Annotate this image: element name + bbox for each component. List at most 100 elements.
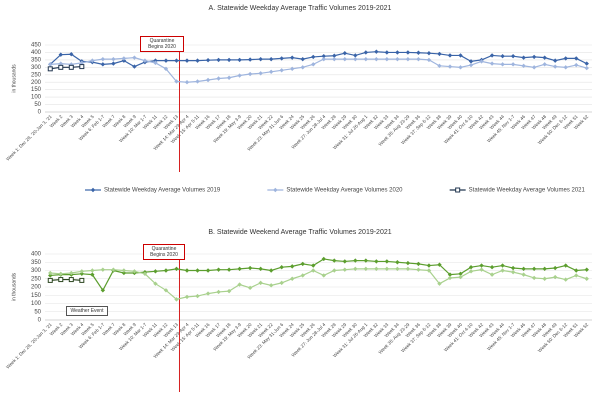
marker [247,71,253,77]
marker [363,258,369,263]
marker [416,56,421,62]
marker [447,272,453,277]
marker [521,266,526,272]
marker [69,52,74,57]
chart-title: B. Statewide Weekend Average Traffic Vol… [208,229,391,236]
marker [342,259,347,264]
legend-label: Statewide Weekday Average Volumes 2021 [469,188,586,194]
marker [395,266,400,272]
marker [247,265,253,271]
y-axis-label: in thousands [11,64,17,93]
marker [426,268,432,273]
marker [563,56,568,61]
marker [142,58,148,63]
x-tick-label: Week 1: Dec 28, '20-Jan 3, '21 [5,322,53,370]
marker [300,273,305,278]
y-tick-label: 350 [31,57,42,63]
y-tick-label: 400 [31,252,42,258]
marker [132,64,137,69]
marker [111,267,116,272]
marker [531,54,537,60]
marker [342,56,347,62]
y-tick-label: 350 [31,260,42,266]
marker [279,280,284,286]
marker [311,62,316,67]
y-tick-label: 200 [31,285,42,291]
series-line [50,65,82,70]
marker [353,258,358,263]
y-tick-label: 300 [31,65,42,71]
marker [563,263,568,268]
marker [384,266,390,272]
marker [458,274,463,280]
marker [58,61,63,66]
marker [458,65,463,70]
marker [111,56,116,62]
x-tick-label: Week 1: Dec 28, '20-Jan 3, '21 [5,114,53,162]
y-tick-label: 200 [31,80,42,86]
marker [121,58,127,63]
y-tick-label: 400 [31,50,42,56]
marker [121,268,127,273]
marker [47,277,53,283]
y-tick-label: 50 [34,309,41,315]
y-axis-label: in thousands [11,272,17,301]
y-tick-label: 250 [31,276,42,282]
marker [437,51,442,57]
marker [563,277,568,282]
marker [68,64,74,70]
marker [58,271,63,276]
marker [574,273,579,278]
marker [395,50,400,55]
y-tick-label: 100 [31,95,42,101]
y-tick-label: 150 [31,87,42,93]
marker [100,62,106,67]
marker [531,65,537,70]
marker [584,61,589,66]
marker [447,275,453,281]
marker [455,187,461,193]
marker [426,263,432,268]
marker [437,262,442,267]
marker [205,268,211,273]
marker [279,56,284,61]
marker [142,271,148,276]
marker [79,277,85,283]
marker [132,55,137,60]
marker [584,267,589,272]
marker [195,58,200,63]
series-line [50,268,587,301]
marker [268,283,274,288]
series-line [49,51,588,68]
marker [258,56,263,62]
annotation: Quarantine Begins 2020 [143,244,185,260]
marker [226,288,232,294]
marker [300,65,305,70]
marker [90,272,95,277]
chart-title: A. Statewide Weekday Average Traffic Vol… [209,5,392,12]
marker [79,271,85,276]
marker [237,73,242,78]
marker [552,274,558,280]
marker [174,79,179,84]
y-tick-label: 0 [38,318,42,324]
marker [395,260,400,265]
marker [500,53,505,59]
marker [489,61,495,66]
marker [79,269,85,274]
marker [279,265,284,270]
marker [447,53,453,58]
marker [500,62,505,67]
marker [321,53,326,59]
marker [247,57,253,62]
marker [489,265,495,270]
marker [405,266,411,272]
marker [48,273,53,278]
y-tick-label: 100 [31,301,42,307]
marker [174,297,179,302]
marker [237,57,242,63]
legend-label: Statewide Weekday Average Volumes 2019 [104,188,221,194]
marker [521,55,526,60]
marker [353,266,358,272]
